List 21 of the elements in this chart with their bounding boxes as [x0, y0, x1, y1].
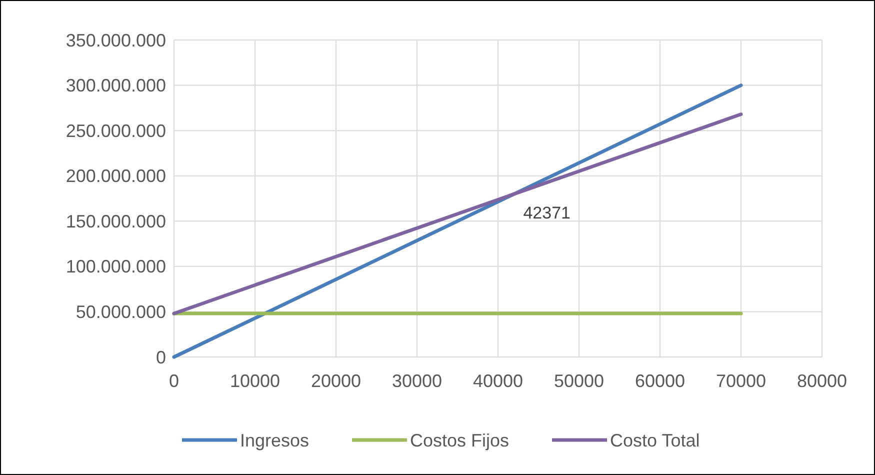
x-tick-label: 30000	[392, 371, 442, 391]
legend-label: Costo Total	[610, 430, 700, 450]
x-tick-label: 60000	[634, 371, 686, 391]
x-tick-label: 80000	[796, 371, 848, 391]
y-tick-label: 300.000.000	[66, 76, 166, 96]
legend-label: Ingresos	[240, 430, 310, 450]
y-tick-label: 100.000.000	[66, 256, 166, 277]
annotation: 42371	[523, 204, 570, 223]
y-tick-label: 50.000.000	[76, 302, 166, 322]
x-tick-label: 70000	[716, 371, 766, 391]
x-tick-label: 40000	[472, 371, 524, 391]
y-tick-label: 0	[156, 347, 166, 368]
x-tick-label: 0	[168, 371, 180, 391]
y-tick-label: 200.000.000	[66, 166, 166, 186]
x-tick-label: 50000	[554, 371, 604, 391]
x-tick-label: 20000	[310, 371, 362, 391]
x-tick-label: 10000	[230, 371, 280, 391]
y-tick-label: 350.000.000	[66, 30, 166, 50]
y-tick-label: 150.000.000	[66, 211, 166, 232]
legend-label: Costos Fijos	[410, 430, 510, 450]
y-tick-label: 250.000.000	[66, 120, 166, 141]
